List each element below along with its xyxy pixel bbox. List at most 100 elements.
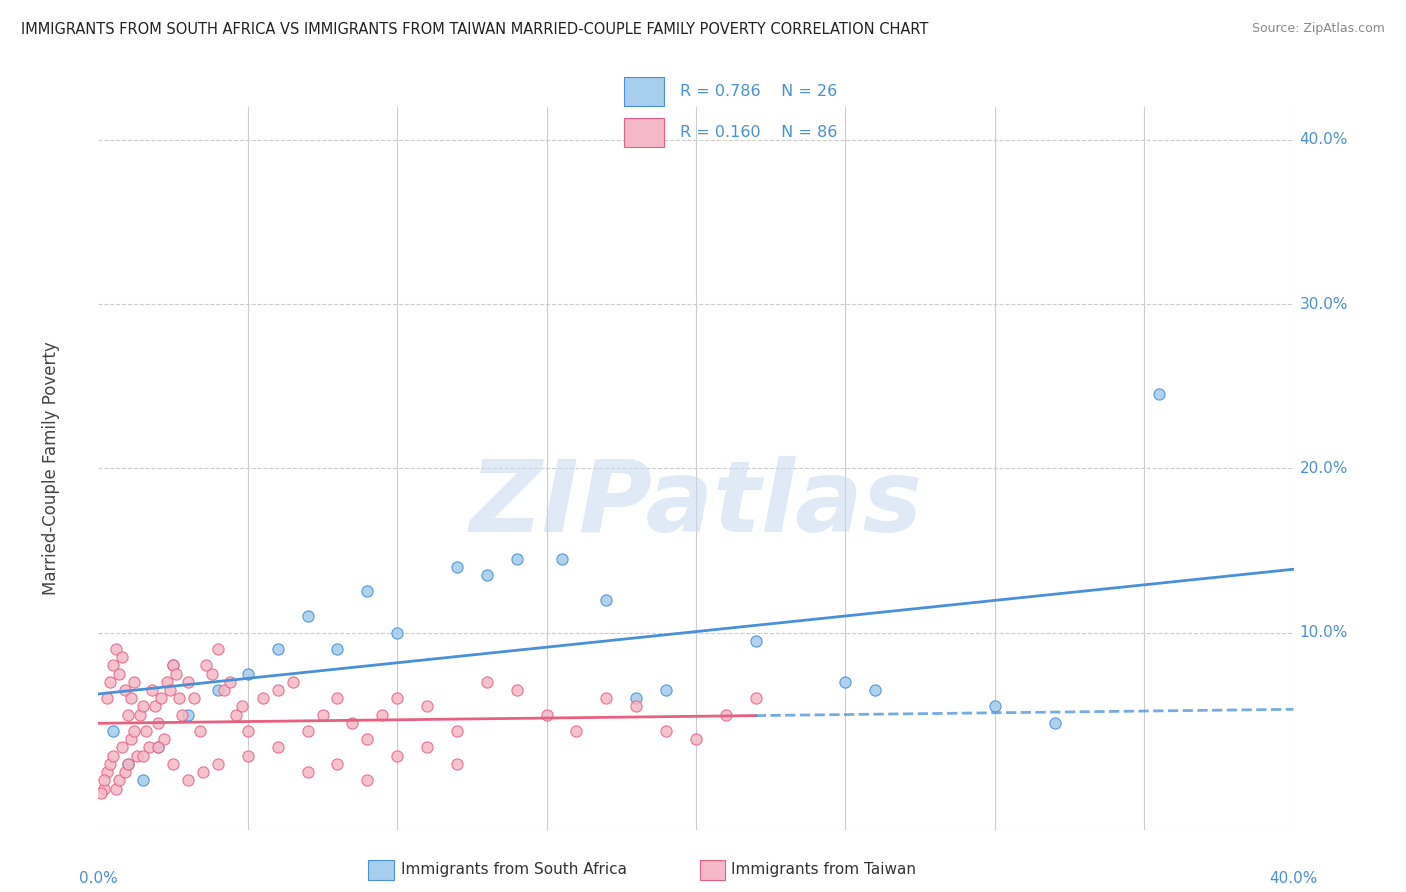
Point (236, 724, 259, 739)
Text: Source: ZipAtlas.com: Source: ZipAtlas.com (1251, 22, 1385, 36)
Point (138, 740, 160, 755)
Point (267, 683, 290, 698)
Point (132, 773, 155, 788)
Text: 10.0%: 10.0% (1299, 625, 1348, 640)
Point (281, 674, 304, 689)
Point (127, 748, 149, 763)
Point (655, 683, 678, 698)
Point (105, 642, 128, 657)
Point (111, 650, 134, 665)
Text: 20.0%: 20.0% (1299, 461, 1348, 475)
Point (124, 724, 146, 739)
Point (167, 691, 190, 706)
Point (371, 707, 394, 722)
Point (342, 715, 364, 730)
Point (103, 724, 125, 739)
Point (177, 674, 200, 689)
Point (156, 674, 179, 689)
Text: 30.0%: 30.0% (1299, 297, 1348, 311)
Point (446, 559, 468, 574)
Text: Immigrants from Taiwan: Immigrants from Taiwan (731, 863, 917, 877)
Point (212, 683, 235, 698)
Point (565, 724, 588, 739)
Point (120, 732, 142, 747)
Text: ZIPatlas: ZIPatlas (470, 456, 922, 553)
Point (120, 691, 142, 706)
Point (297, 765, 319, 780)
Point (183, 691, 205, 706)
Point (446, 756, 468, 771)
FancyBboxPatch shape (624, 77, 664, 106)
Point (236, 666, 259, 681)
Text: Married-Couple Family Poverty: Married-Couple Family Poverty (42, 342, 59, 595)
Point (96, 691, 118, 706)
Text: Immigrants from South Africa: Immigrants from South Africa (401, 863, 627, 877)
Text: 40.0%: 40.0% (1270, 871, 1317, 886)
Point (135, 724, 157, 739)
Point (475, 568, 498, 582)
Point (105, 781, 128, 796)
Point (416, 699, 439, 714)
Point (111, 740, 134, 755)
Point (745, 691, 768, 706)
FancyBboxPatch shape (624, 118, 664, 147)
Point (267, 642, 290, 657)
Point (834, 674, 856, 689)
Point (506, 683, 529, 698)
Point (177, 773, 200, 788)
Text: 0.0%: 0.0% (79, 871, 118, 886)
Point (416, 740, 439, 755)
Point (207, 642, 229, 657)
Point (446, 724, 468, 739)
Point (148, 740, 170, 755)
Point (177, 707, 200, 722)
Point (984, 699, 1007, 714)
Point (141, 683, 163, 698)
Point (356, 584, 378, 599)
Point (188, 724, 211, 739)
Point (191, 765, 214, 780)
Point (148, 740, 170, 755)
Point (626, 691, 648, 706)
Point (162, 658, 184, 673)
Point (108, 773, 131, 788)
Point (93, 781, 115, 796)
Point (595, 592, 617, 607)
Point (356, 732, 378, 747)
Point (98, 674, 122, 689)
Point (475, 674, 498, 689)
Point (162, 756, 184, 771)
Point (326, 756, 349, 771)
Point (326, 642, 349, 657)
Point (162, 658, 184, 673)
Point (117, 756, 139, 771)
Point (550, 551, 572, 566)
Point (195, 658, 218, 673)
Point (536, 707, 558, 722)
Text: 40.0%: 40.0% (1299, 132, 1348, 147)
Point (148, 715, 170, 730)
Point (172, 707, 194, 722)
Point (103, 748, 125, 763)
Point (117, 756, 139, 771)
Point (129, 707, 152, 722)
Point (124, 674, 146, 689)
Point (385, 625, 409, 640)
Point (685, 732, 707, 747)
Point (655, 724, 678, 739)
Point (311, 707, 333, 722)
Point (506, 551, 529, 566)
Point (132, 748, 155, 763)
Point (297, 724, 319, 739)
Point (98, 756, 122, 771)
Point (143, 699, 166, 714)
Point (103, 658, 125, 673)
Point (356, 773, 378, 788)
Point (267, 740, 290, 755)
Point (236, 748, 259, 763)
Point (225, 707, 247, 722)
Point (159, 683, 181, 698)
Point (150, 691, 173, 706)
Point (132, 699, 155, 714)
Point (153, 732, 176, 747)
